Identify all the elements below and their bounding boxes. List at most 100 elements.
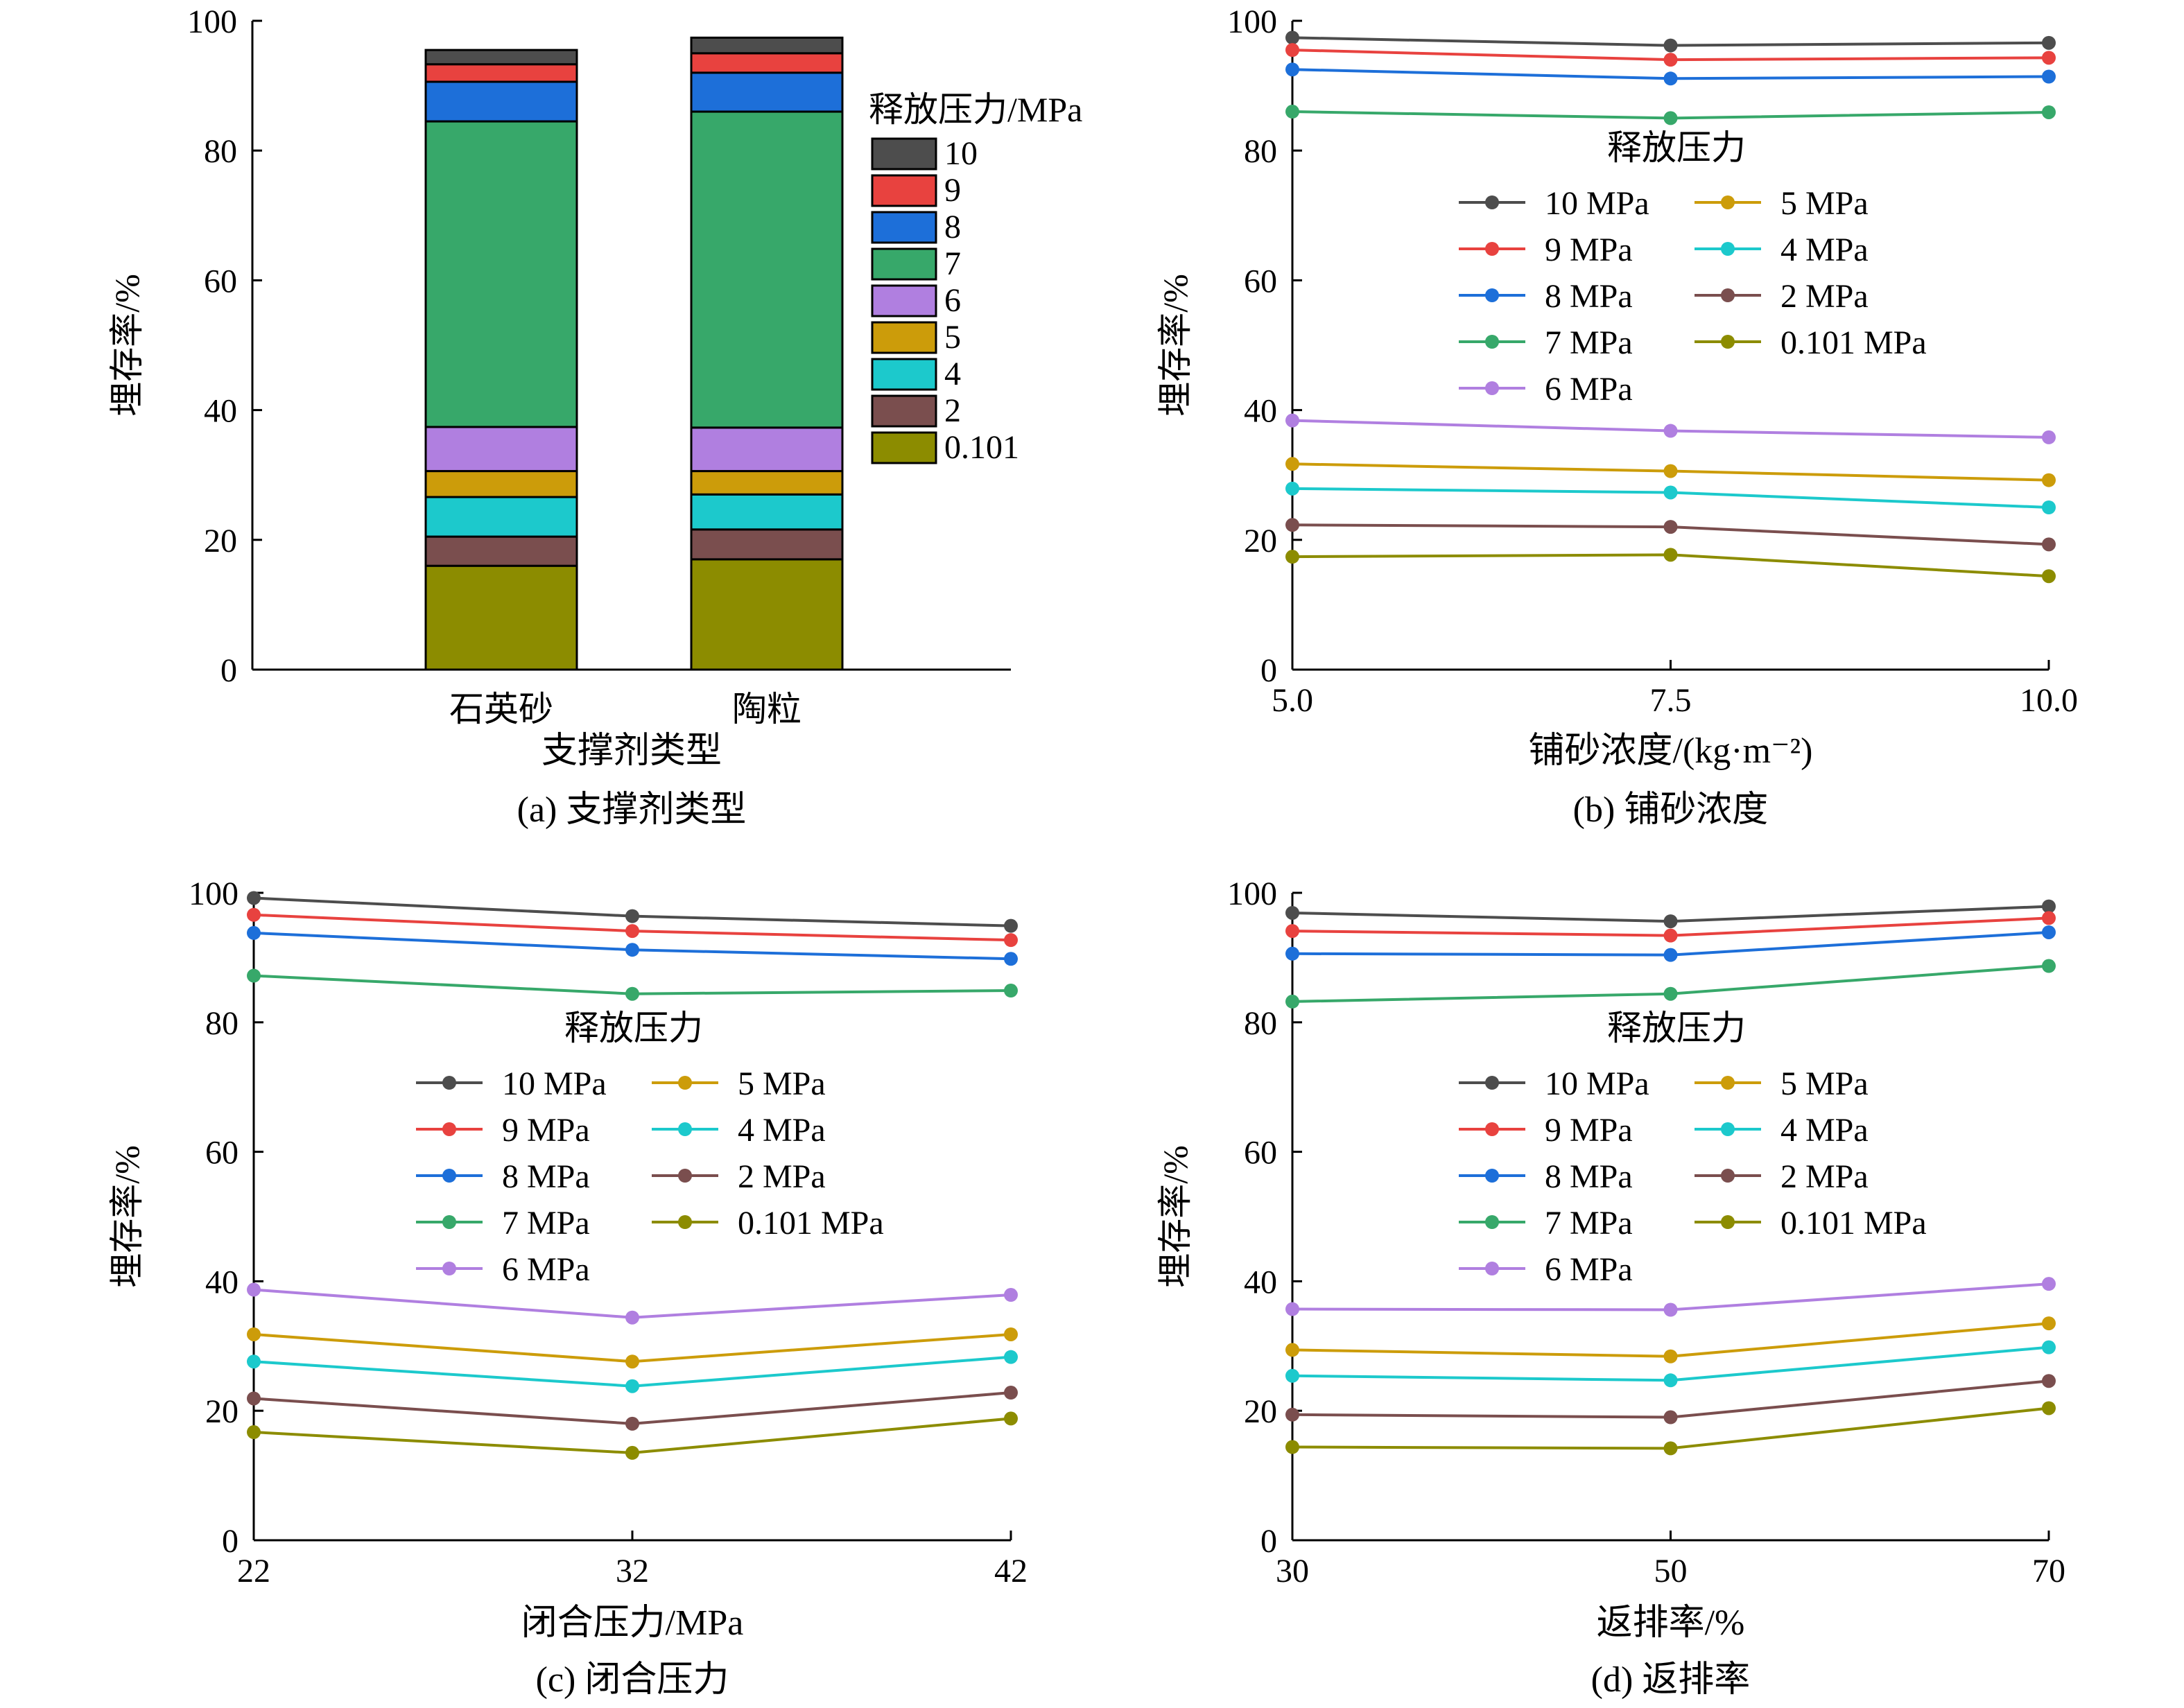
legend-label-9: 9 MPa [1545,232,1633,268]
series-point-10 [1004,918,1018,933]
series-point-5 [1004,1327,1018,1341]
x-tick-label: 30 [1276,1553,1309,1589]
legend-marker-6 [1485,381,1499,395]
legend-label-5: 5 MPa [1780,185,1869,222]
panel-c: 0 20 40 60 80 100 埋存率/% 闭合压力/MPa (c) 闭合压力 22 32 42 释… [107,875,1028,1700]
x-axis-label: 闭合压力/MPa [521,1603,744,1643]
series-point-7 [1004,984,1018,998]
bar-segment-5 [690,470,844,496]
legend-marker-10 [1485,1076,1499,1090]
series-point-5 [2042,473,2056,487]
series-point-5 [247,1327,261,1341]
legend-swatch-9 [871,174,937,207]
y-tick-label: 0 [220,652,237,689]
series-point-10 [2042,899,2056,914]
series-point-6 [1285,413,1299,428]
series-point-6 [1663,424,1678,438]
series-point-4 [2042,1340,2056,1354]
x-tick-label: 7.5 [1650,682,1692,719]
legend-label-6: 6 [944,282,961,319]
legend-label-10: 10 [944,135,978,172]
legend-swatch-5 [871,321,937,354]
legend-label-4: 4 MPa [1780,232,1869,268]
series-point-4 [247,1354,261,1369]
series-point-8 [1285,946,1299,961]
series-point-7 [625,986,639,1001]
series-point-0.101 [625,1445,639,1460]
legend-marker-6 [1485,1262,1499,1275]
legend-marker-5 [1721,195,1735,209]
legend-marker-7 [1485,335,1499,349]
bar-segment-7 [690,110,844,429]
series-point-6 [247,1282,261,1297]
x-tick-label: 22 [237,1553,270,1589]
legend-swatch-0.101 [871,431,937,464]
y-tick-label: 60 [1244,1135,1277,1171]
x-axis-label: 支撑剂类型 [541,731,722,771]
x-tick-label: 50 [1654,1553,1688,1589]
legend-marker-6 [442,1262,456,1275]
legend-swatch-2 [871,394,937,428]
series-point-8 [1663,71,1678,86]
series-point-5 [625,1354,639,1369]
legend-title: 释放压力/MPa [869,90,1082,129]
legend-label-9: 9 [944,172,961,209]
y-tick-label: 40 [204,393,237,430]
legend-marker-5 [1721,1076,1735,1090]
series-point-2 [625,1416,639,1431]
series-point-0.101 [2042,1401,2056,1415]
series-point-10 [2042,35,2056,50]
legend-swatch-10 [871,137,937,171]
y-tick-label: 20 [204,523,237,559]
y-tick-label: 40 [1244,393,1277,430]
y-tick-label: 60 [1244,263,1277,299]
y-tick-label: 80 [205,1005,239,1042]
y-axis-label: 埋存率/% [107,1145,146,1288]
series-point-7 [2042,959,2056,973]
series-point-5 [1663,1349,1678,1363]
legend-marker-0.101 [1721,335,1735,349]
series-point-6 [1004,1288,1018,1302]
legend-label-4: 4 [944,356,961,392]
series-point-6 [2042,430,2056,444]
series-point-6 [1285,1302,1299,1316]
series-point-8 [1663,948,1678,962]
legend-marker-4 [678,1122,692,1136]
legend-title: 释放压力 [1607,128,1746,167]
legend-label-4: 4 MPa [1780,1112,1869,1149]
legend-label-0.101: 0.101 MPa [738,1205,884,1241]
y-axis-label: 埋存率/% [107,274,146,417]
panel-caption: (a) 支撑剂类型 [517,790,747,830]
y-tick-label: 100 [1227,875,1277,912]
y-tick-label: 40 [205,1264,239,1300]
series-point-9 [1663,53,1678,67]
y-tick-label: 80 [1244,133,1277,170]
legend-swatch-6 [871,284,937,317]
series-point-5 [1285,1343,1299,1357]
series-point-0.101 [2042,569,2056,584]
panel-caption: (c) 闭合压力 [536,1660,729,1700]
y-tick-label: 0 [1260,652,1277,689]
series-point-2 [1285,518,1299,532]
series-point-4 [625,1379,639,1393]
series-point-2 [247,1391,261,1406]
bar-segment-2 [690,528,844,561]
series-point-7 [2042,105,2056,119]
x-tick-label: 10.0 [2020,682,2078,719]
legend-label-8: 8 MPa [1545,278,1633,315]
bar-segment-5 [424,470,578,498]
series-point-10 [247,891,261,905]
legend-title: 释放压力 [1607,1009,1746,1047]
y-tick-label: 40 [1244,1264,1277,1300]
bar-segment-2 [424,535,578,567]
legend-marker-2 [1721,1169,1735,1183]
x-tick-label: 5.0 [1272,682,1313,719]
legend-marker-2 [1721,288,1735,302]
legend-marker-0.101 [1721,1215,1735,1229]
series-point-4 [1663,1373,1678,1388]
legend-marker-10 [1485,195,1499,209]
series-point-5 [1285,457,1299,471]
series-point-10 [1663,38,1678,53]
panel-a: 0 20 40 60 80 100 埋存率/% 支撑剂类型 (a) 支撑剂类型 石英砂 陶粒 释放压力… [107,3,1082,830]
y-tick-label: 100 [189,875,239,912]
